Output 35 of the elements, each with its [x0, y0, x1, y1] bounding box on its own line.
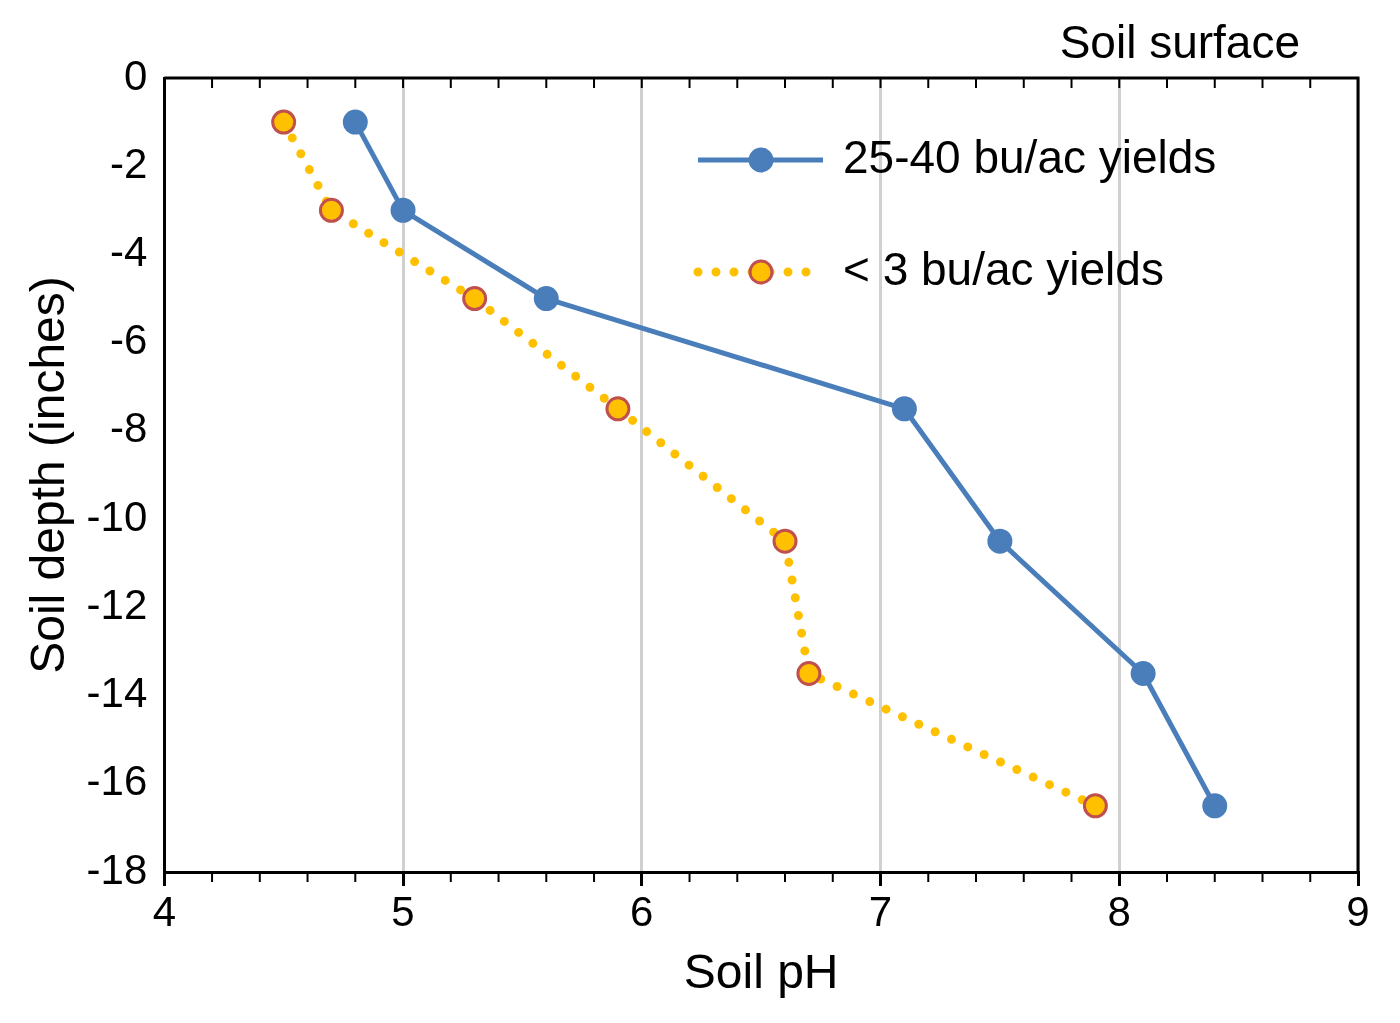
y-tick-label: -2 [109, 139, 148, 187]
point [1130, 661, 1156, 686]
y-axis-title: Soil depth (inches) [21, 276, 75, 674]
legend-label: < 3 bu/ac yields [843, 242, 1164, 295]
y-tick-label: 0 [123, 51, 148, 99]
y-tick-label: -6 [109, 316, 148, 364]
x-axis-title: Soil pH [683, 945, 839, 999]
x-tick-label: 8 [1107, 887, 1131, 935]
text: Soil surface [1059, 15, 1300, 68]
point [1082, 793, 1108, 819]
y-tick-label: -18 [86, 845, 148, 893]
y-tick-label: -8 [109, 404, 148, 452]
point [796, 661, 822, 686]
point [462, 286, 488, 312]
y-tick-label: -16 [86, 757, 148, 805]
point [772, 528, 798, 554]
point [271, 109, 297, 135]
point [318, 197, 344, 223]
y-tick-label: -4 [109, 228, 148, 276]
x-tick-label: 5 [391, 887, 415, 935]
point [533, 286, 559, 312]
point [390, 197, 416, 223]
legend-label: 25-40 bu/ac yields [843, 130, 1217, 183]
y-tick-label: -14 [86, 669, 148, 717]
y-tick-label: -10 [86, 492, 148, 540]
x-tick-label: 9 [1346, 887, 1370, 935]
point [987, 528, 1013, 554]
y-tick-label: -12 [86, 580, 148, 628]
x-tick-label: 4 [152, 887, 176, 935]
x-tick-label: 7 [868, 887, 893, 935]
x-tick-label: 6 [630, 887, 654, 935]
point [342, 109, 368, 135]
point [891, 396, 917, 422]
point [605, 396, 631, 422]
point [1202, 793, 1228, 819]
